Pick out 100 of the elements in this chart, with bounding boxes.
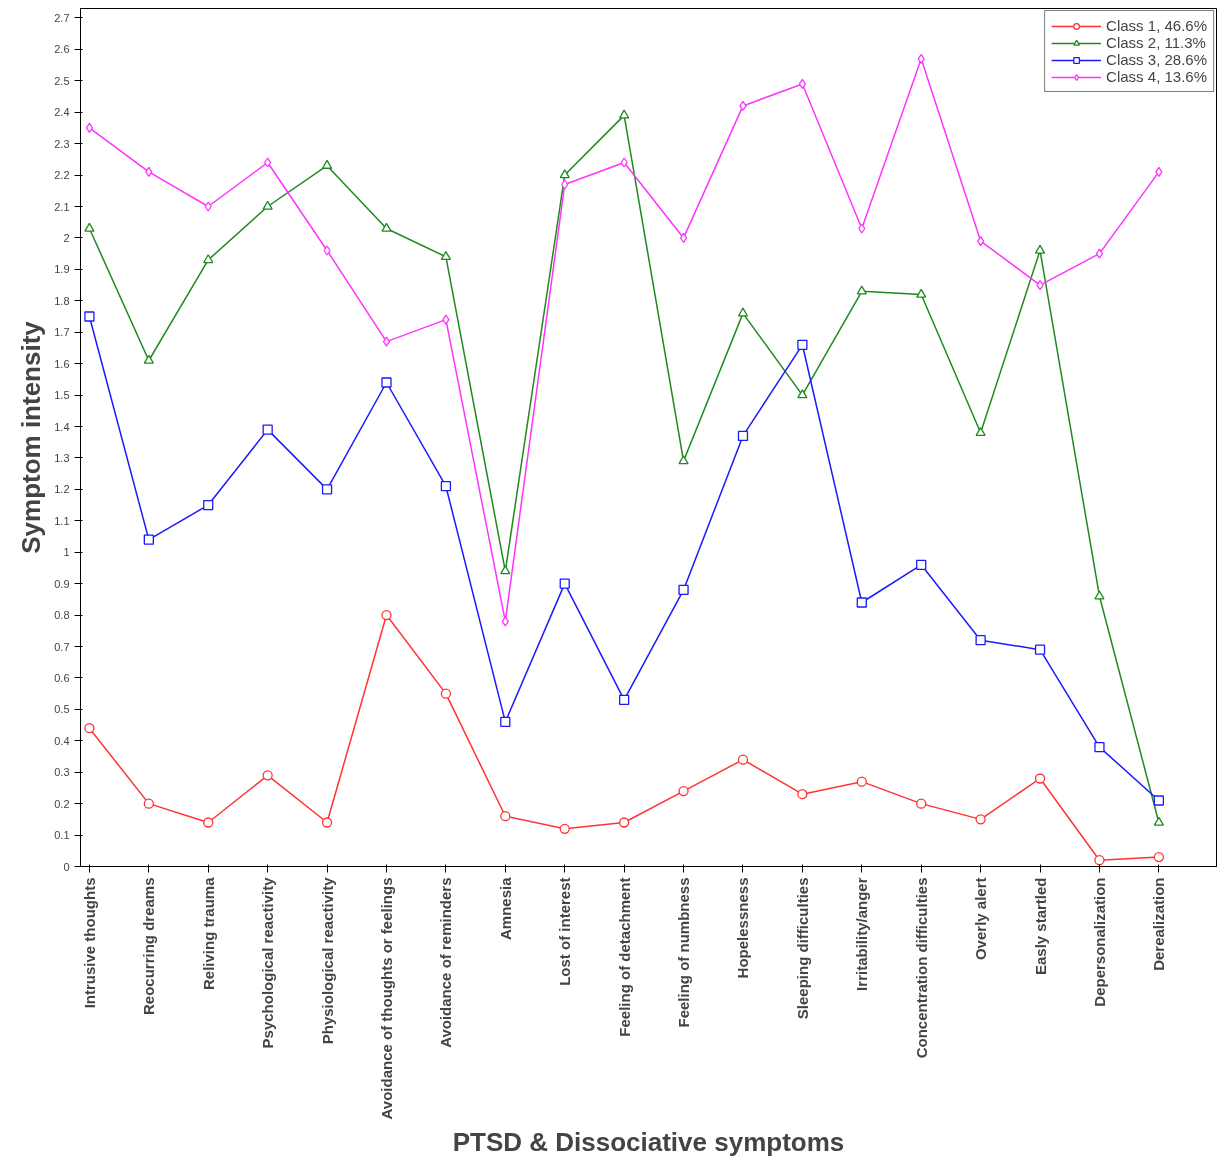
y-tick-label: 0.1 xyxy=(54,829,70,842)
point xyxy=(975,426,986,437)
point xyxy=(203,254,214,264)
point xyxy=(856,597,867,608)
point xyxy=(917,53,925,64)
point xyxy=(797,339,808,350)
x-tick-label: Amnesia xyxy=(496,876,514,941)
point xyxy=(1153,795,1165,806)
x-tick-label: Reocurring dreams xyxy=(140,877,158,1016)
y-tick-label: 1.5 xyxy=(54,389,70,402)
point xyxy=(321,484,333,495)
x-tick-label: Depersonalization xyxy=(1090,877,1108,1007)
x-axis-title: PTSD & Dissociative symptoms xyxy=(452,1127,845,1158)
x-tick-label: Psychological reactivity xyxy=(259,876,277,1049)
y-tick-label: 0.6 xyxy=(54,671,70,684)
y-axis-title: Symptom intensity xyxy=(16,320,47,554)
y-tick-label: 2 xyxy=(63,231,70,244)
point xyxy=(85,122,94,134)
point xyxy=(204,201,212,212)
y-tick-label: 0.5 xyxy=(54,703,70,716)
point xyxy=(559,578,570,589)
point xyxy=(1094,855,1105,866)
x-tick-label: Hopelessness xyxy=(734,877,752,979)
point xyxy=(262,424,273,435)
point xyxy=(381,377,392,388)
point xyxy=(678,785,689,797)
point xyxy=(262,200,273,210)
legend-label: Class 3, 28.6% xyxy=(1106,51,1207,68)
point xyxy=(916,288,927,298)
x-tick-label: Concentration difficulties xyxy=(912,877,930,1059)
point xyxy=(143,354,154,364)
point xyxy=(737,430,749,442)
point xyxy=(321,817,333,828)
point xyxy=(678,455,689,465)
point xyxy=(561,179,569,190)
x-tick-label: Avoidance of reminders xyxy=(437,877,455,1048)
x-tick-label: Easly startled xyxy=(1031,877,1049,976)
point xyxy=(1094,590,1105,600)
y-tick-label: 0.3 xyxy=(54,766,70,779)
y-tick-label: 1.4 xyxy=(54,420,70,433)
x-tick-label: Feeling of numbness xyxy=(675,877,693,1028)
point xyxy=(500,716,511,728)
point xyxy=(620,157,628,168)
x-tick-label: Irritability/anger xyxy=(853,877,871,991)
x-tick-label: Physiological reactivity xyxy=(318,876,336,1045)
x-tick-label: Overly alert xyxy=(972,877,990,961)
point xyxy=(501,616,509,627)
point xyxy=(500,565,511,575)
point xyxy=(264,157,272,168)
point xyxy=(262,770,273,781)
point xyxy=(440,250,452,261)
point xyxy=(975,635,986,646)
point xyxy=(618,109,630,119)
y-tick-label: 0.9 xyxy=(54,577,70,590)
point xyxy=(1094,741,1105,753)
y-tick-label: 2.1 xyxy=(54,200,70,213)
point xyxy=(1153,816,1165,826)
point xyxy=(678,584,689,596)
point xyxy=(381,609,392,621)
point xyxy=(440,481,452,492)
point xyxy=(858,223,866,234)
point xyxy=(797,389,808,399)
y-tick-label: 0.8 xyxy=(54,609,70,622)
y-tick-label: 0.2 xyxy=(54,797,70,810)
y-tick-label: 1.9 xyxy=(54,263,70,276)
point xyxy=(323,245,331,256)
y-tick-label: 0.7 xyxy=(54,640,70,653)
point xyxy=(976,235,985,247)
point xyxy=(737,754,749,765)
y-tick-label: 0.4 xyxy=(54,734,70,747)
point xyxy=(1034,644,1046,655)
legend-label: Class 1, 46.6% xyxy=(1106,17,1207,34)
legend-label: Class 4, 13.6% xyxy=(1106,68,1207,85)
point xyxy=(856,776,867,787)
x-tick-label: Intrusive thoughts xyxy=(80,877,98,1009)
point xyxy=(856,285,867,295)
point xyxy=(321,159,333,169)
point xyxy=(916,559,927,570)
point xyxy=(203,499,214,511)
point xyxy=(975,814,986,825)
point xyxy=(559,169,570,179)
y-tick-label: 1.6 xyxy=(54,357,70,370)
point xyxy=(798,78,807,90)
point xyxy=(679,232,688,244)
y-tick-label: 2.7 xyxy=(54,11,70,24)
point xyxy=(618,694,630,706)
x-tick-label: Reliving trauma xyxy=(199,876,217,991)
point xyxy=(1034,244,1046,254)
point xyxy=(1034,773,1046,784)
x-tick-label: Feeling of detachment xyxy=(615,877,633,1037)
y-tick-label: 2.5 xyxy=(54,74,70,87)
y-tick-label: 0 xyxy=(63,860,70,873)
point xyxy=(84,311,95,322)
point xyxy=(381,222,392,232)
y-tick-label: 1.7 xyxy=(54,326,70,339)
point xyxy=(382,336,391,347)
point xyxy=(559,823,570,834)
legend-label: Class 2, 11.3% xyxy=(1106,34,1206,51)
y-tick-label: 1.2 xyxy=(54,483,70,496)
point xyxy=(143,534,154,545)
